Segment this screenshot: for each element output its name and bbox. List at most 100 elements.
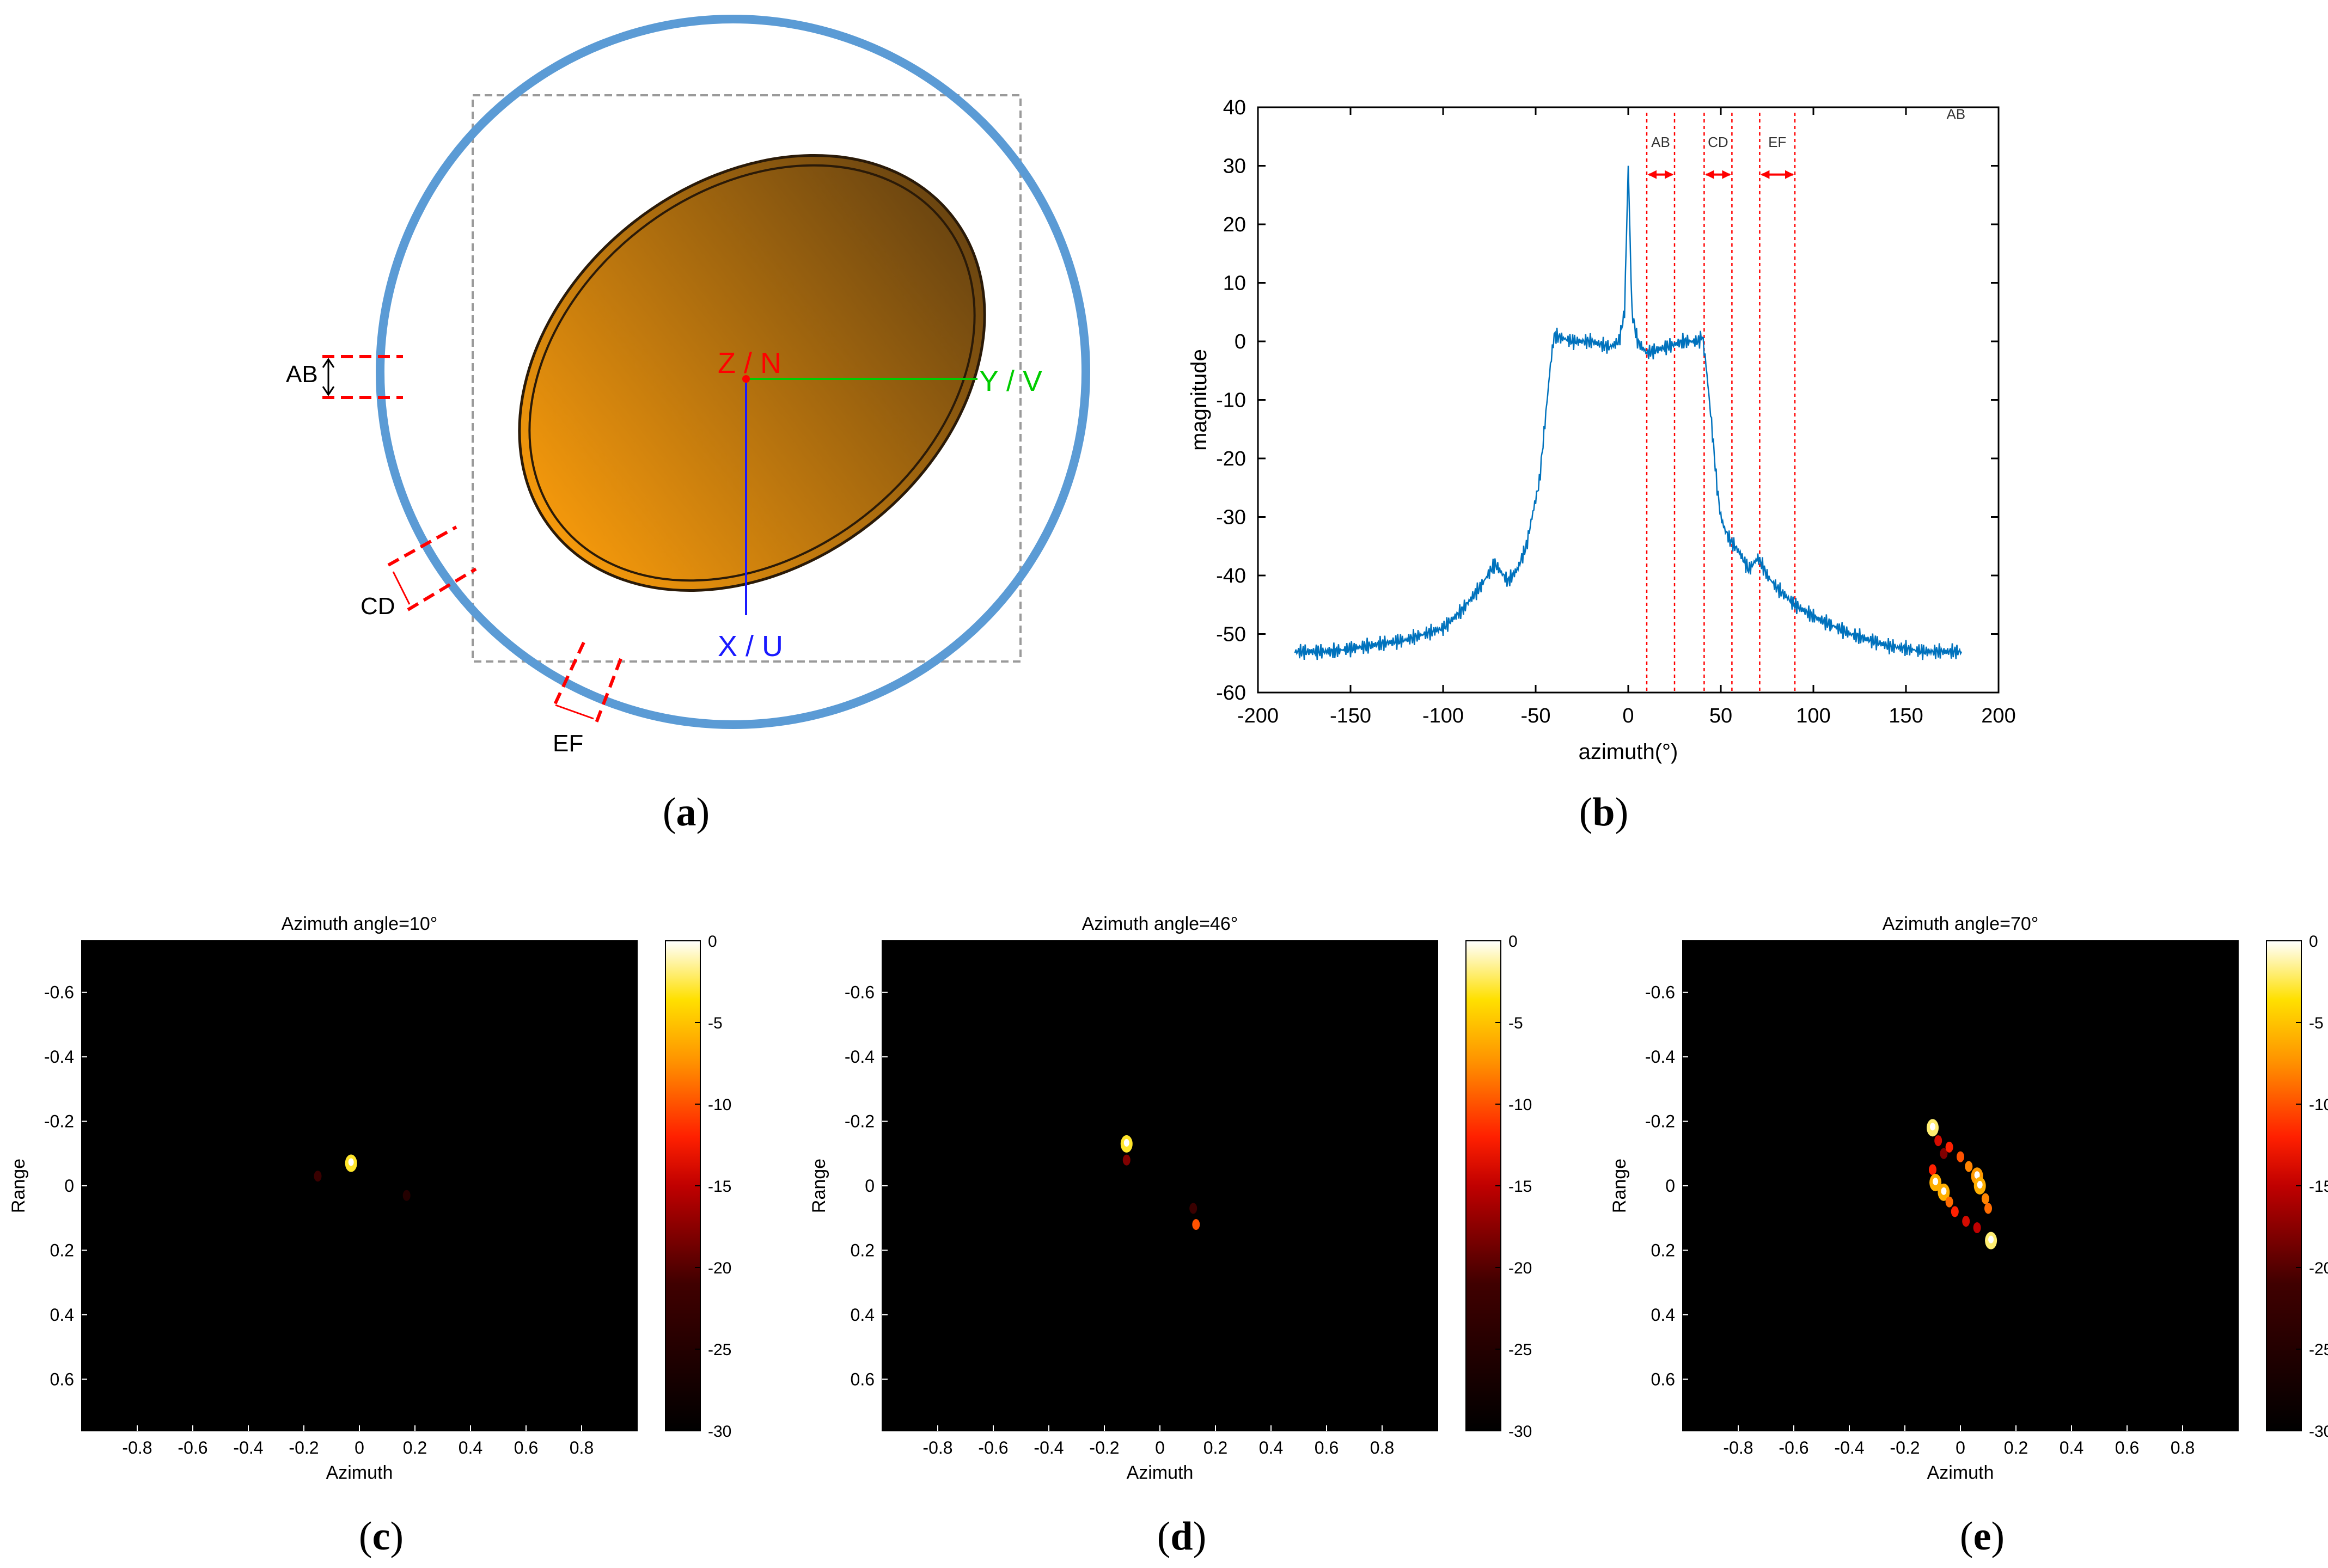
colorbar	[1465, 940, 1501, 1431]
scatter-point-core	[1977, 1181, 1983, 1189]
ellipsoid-target	[518, 154, 986, 592]
heatmap-c: Azimuth angle=10° -0.8 -0.6 -0.4 -0.2 0 0.2 0.4…	[8, 914, 731, 1483]
y-tick-label: 40	[1223, 96, 1246, 119]
origin-point	[742, 375, 750, 383]
y-axis-label: Range	[1609, 1159, 1630, 1213]
scatter-point	[1951, 1206, 1959, 1217]
colorbar-tick-label: -20	[2309, 1259, 2328, 1277]
y-tick-label: -30	[1216, 506, 1246, 529]
y-tick-label: -0.2	[44, 1112, 74, 1131]
scatter-point-core	[1941, 1187, 1947, 1195]
x-tick-label: 0.4	[1259, 1438, 1283, 1457]
colorbar-tick-label: -30	[2309, 1423, 2328, 1441]
heatmap-title: Azimuth angle=10°	[282, 914, 438, 934]
colorbar-tick-label: -5	[708, 1014, 723, 1032]
heatmap-d: Azimuth angle=46° -0.8 -0.6 -0.4 -0.2 0 0.2 0.4…	[809, 914, 1532, 1483]
scatter-point-core	[1933, 1178, 1939, 1186]
y-tick-label: 20	[1223, 213, 1246, 236]
x-tick-label: 0	[355, 1438, 364, 1457]
marker-ef	[552, 641, 622, 728]
colorbar-tick-label: -20	[1508, 1259, 1532, 1277]
x-axis-label: Azimuth	[326, 1462, 393, 1483]
band-arrow-head	[1705, 170, 1714, 179]
x-tick-label: 0.6	[514, 1438, 538, 1457]
scatter-point	[1122, 1154, 1131, 1166]
scatter-point-core	[348, 1158, 354, 1166]
y-tick-label: 10	[1223, 272, 1246, 295]
x-tick-label: -100	[1422, 705, 1464, 727]
colorbar-tick-label: -25	[708, 1341, 731, 1359]
y-tick-label: 0.4	[1651, 1305, 1675, 1325]
x-tick-label: -0.8	[1723, 1438, 1753, 1457]
y-tick-label: 30	[1223, 155, 1246, 178]
colorbar-tick-label: -15	[708, 1178, 731, 1196]
x-tick-label: 0	[1622, 705, 1634, 727]
heatmap-e: Azimuth angle=70° -0.8 -0.6 -0.4 -0.2 0 0.2 0.4…	[1609, 914, 2328, 1483]
scatter-point	[402, 1190, 411, 1201]
colorbar-tick-label: -25	[1508, 1341, 1532, 1359]
axis-z-label: Z / N	[718, 347, 781, 379]
x-tick-label: 0.2	[1203, 1438, 1227, 1457]
scatter-point	[1984, 1203, 1992, 1214]
colorbar-tick-label: -10	[1508, 1096, 1532, 1114]
colorbar-tick-label: -5	[2309, 1014, 2324, 1032]
panel-label-b: (b)	[1579, 790, 1629, 835]
y-tick-label: 0.2	[1651, 1240, 1675, 1260]
magnitude-series-line	[1294, 166, 1963, 660]
y-tick-label: -40	[1216, 565, 1246, 587]
x-tick-label: -0.4	[233, 1438, 263, 1457]
colorbar-tick-label: -5	[1508, 1014, 1523, 1032]
x-tick-label: 100	[1796, 705, 1830, 727]
x-tick-label: 200	[1981, 705, 2015, 727]
y-tick-label: 0.2	[851, 1240, 875, 1260]
scatter-point-core	[1974, 1171, 1980, 1179]
panel-label-a: (a)	[662, 790, 710, 835]
marker-cd	[387, 525, 477, 611]
colorbar-tick-label: -30	[708, 1423, 731, 1441]
colorbar-tick-label: -10	[2309, 1096, 2328, 1114]
y-tick-label: 0.6	[50, 1369, 74, 1389]
heatmap-title: Azimuth angle=46°	[1082, 914, 1238, 934]
scatter-point-core	[1930, 1123, 1935, 1131]
plot-area	[1257, 106, 2000, 694]
x-tick-label: -0.8	[922, 1438, 952, 1457]
y-tick-label: -10	[1216, 389, 1246, 412]
scatter-point	[1192, 1219, 1200, 1230]
x-tick-label: 0.4	[2060, 1438, 2083, 1457]
x-tick-label: 0.4	[459, 1438, 482, 1457]
axis-x-label: X / U	[718, 630, 783, 663]
y-tick-label: 0.4	[50, 1305, 74, 1325]
band-arrow-head	[1761, 170, 1770, 179]
y-tick-label: 0.4	[851, 1305, 875, 1325]
y-tick-label: -0.4	[1645, 1047, 1675, 1067]
band-arrow-head	[1785, 170, 1794, 179]
marker-ab	[322, 355, 403, 399]
y-axis-label: Range	[809, 1159, 829, 1213]
panel-label-c: (c)	[358, 1514, 404, 1559]
scatter-point	[314, 1171, 322, 1182]
x-tick-label: -150	[1330, 705, 1371, 727]
y-tick-label: 0.6	[1651, 1369, 1675, 1389]
colorbar-tick-label: -30	[1508, 1423, 1532, 1441]
band-label: AB	[1651, 134, 1670, 150]
scatter-point-core	[1988, 1235, 1994, 1244]
x-tick-label: -0.2	[1089, 1438, 1119, 1457]
scatter-point	[1973, 1222, 1981, 1233]
colorbar	[665, 940, 701, 1431]
x-axis-label: Azimuth	[1127, 1462, 1194, 1483]
scatter-point	[1957, 1151, 1964, 1162]
scatter-point	[1945, 1141, 1953, 1153]
heatmap-title: Azimuth angle=70°	[1883, 914, 2039, 934]
scatter-point	[1981, 1193, 1989, 1204]
x-tick-label: -0.6	[178, 1438, 207, 1457]
observation-circle	[376, 15, 1090, 729]
heatmap-area	[81, 940, 638, 1431]
y-tick-label: -0.2	[845, 1112, 875, 1131]
x-tick-label: 0.8	[2171, 1438, 2195, 1457]
band-label: CD	[1708, 134, 1728, 150]
scatter-point	[1934, 1135, 1942, 1147]
scatter-point-core	[1123, 1139, 1129, 1147]
colorbar-tick-label: -20	[708, 1259, 731, 1277]
panel-label-d: (d)	[1157, 1514, 1207, 1559]
x-tick-label: 0.6	[1315, 1438, 1339, 1457]
